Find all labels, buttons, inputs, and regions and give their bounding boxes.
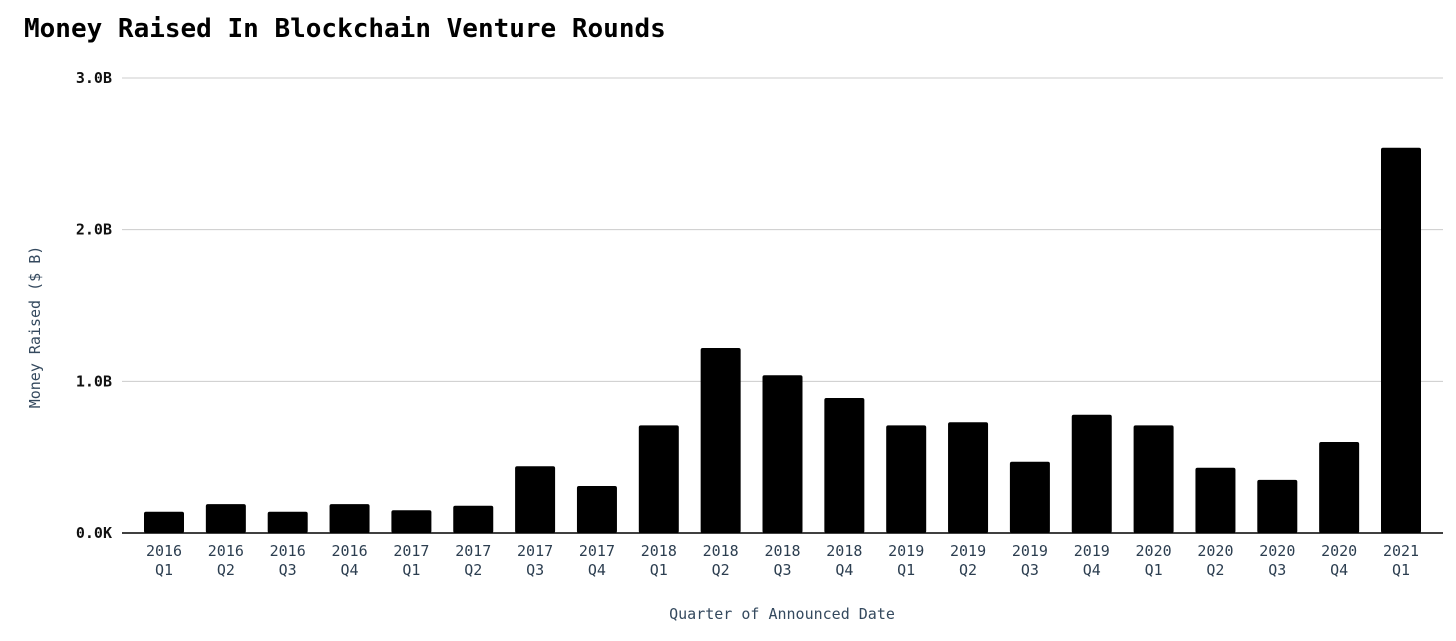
x-axis-label: Quarter of Announced Date bbox=[669, 605, 895, 623]
x-tick-quarter: Q1 bbox=[1392, 561, 1410, 579]
bar bbox=[329, 504, 370, 533]
bars bbox=[144, 147, 1421, 533]
x-tick-quarter: Q3 bbox=[1268, 561, 1286, 579]
x-tick-year: 2018 bbox=[826, 542, 862, 560]
x-tick-year: 2019 bbox=[1074, 542, 1110, 560]
x-tick-quarter: Q1 bbox=[155, 561, 173, 579]
x-tick-quarter: Q1 bbox=[897, 561, 915, 579]
bar bbox=[1195, 467, 1236, 533]
x-tick-quarter: Q2 bbox=[217, 561, 235, 579]
bar bbox=[391, 510, 432, 533]
x-tick-year: 2020 bbox=[1259, 542, 1295, 560]
x-tick-quarter: Q1 bbox=[402, 561, 420, 579]
x-tick-year: 2017 bbox=[455, 542, 491, 560]
y-tick-label: 2.0B bbox=[76, 221, 112, 239]
x-tick-year: 2019 bbox=[888, 542, 924, 560]
x-tick-year: 2020 bbox=[1136, 542, 1172, 560]
bar bbox=[144, 511, 184, 533]
bar bbox=[700, 347, 741, 533]
x-tick-year: 2020 bbox=[1197, 542, 1233, 560]
x-tick-quarter: Q3 bbox=[279, 561, 297, 579]
x-tick-year: 2017 bbox=[393, 542, 429, 560]
x-tick-year: 2021 bbox=[1383, 542, 1419, 560]
x-tick-quarter: Q4 bbox=[835, 561, 853, 579]
bar bbox=[1381, 147, 1421, 533]
bar bbox=[638, 425, 679, 533]
x-tick-quarter: Q2 bbox=[712, 561, 730, 579]
x-tick-quarter: Q4 bbox=[341, 561, 359, 579]
x-tick-year: 2020 bbox=[1321, 542, 1357, 560]
bar bbox=[1071, 414, 1112, 533]
x-tick-year: 2016 bbox=[270, 542, 306, 560]
x-tick-quarter: Q3 bbox=[526, 561, 544, 579]
bar bbox=[453, 505, 494, 533]
x-tick-quarter: Q3 bbox=[1021, 561, 1039, 579]
x-tick-year: 2016 bbox=[208, 542, 244, 560]
x-tick-quarter: Q2 bbox=[1206, 561, 1224, 579]
bar bbox=[1133, 425, 1174, 533]
bar bbox=[1319, 442, 1360, 533]
y-axis-label: Money Raised ($ B) bbox=[26, 246, 44, 409]
x-tick-year: 2016 bbox=[146, 542, 182, 560]
chart-title: Money Raised In Blockchain Venture Round… bbox=[24, 14, 666, 44]
x-tick-quarter: Q2 bbox=[959, 561, 977, 579]
x-tick-quarter: Q4 bbox=[588, 561, 606, 579]
x-tick-year: 2018 bbox=[641, 542, 677, 560]
bar bbox=[267, 511, 308, 533]
x-tick-quarter: Q4 bbox=[1083, 561, 1101, 579]
bar bbox=[576, 485, 617, 533]
bar bbox=[948, 422, 989, 533]
y-tick-label: 1.0B bbox=[76, 372, 112, 390]
bar bbox=[1009, 461, 1050, 533]
x-tick-quarter: Q1 bbox=[1145, 561, 1163, 579]
x-tick-year: 2019 bbox=[950, 542, 986, 560]
x-tick-year: 2018 bbox=[764, 542, 800, 560]
bar bbox=[1257, 479, 1298, 533]
y-tick-label: 0.0K bbox=[76, 524, 112, 542]
bar bbox=[824, 398, 865, 533]
x-tick-quarter: Q4 bbox=[1330, 561, 1348, 579]
bar bbox=[205, 504, 246, 533]
x-tick-year: 2017 bbox=[517, 542, 553, 560]
bar bbox=[886, 425, 927, 533]
x-tick-quarter: Q3 bbox=[773, 561, 791, 579]
x-axis-ticks: 2016Q12016Q22016Q32016Q42017Q12017Q22017… bbox=[146, 542, 1419, 579]
bar bbox=[515, 466, 556, 533]
x-tick-year: 2017 bbox=[579, 542, 615, 560]
x-tick-year: 2018 bbox=[703, 542, 739, 560]
bar bbox=[762, 375, 803, 533]
x-tick-quarter: Q2 bbox=[464, 561, 482, 579]
y-tick-label: 3.0B bbox=[76, 69, 112, 87]
x-tick-quarter: Q1 bbox=[650, 561, 668, 579]
y-axis-ticks: 0.0K 1.0B 2.0B 3.0B bbox=[76, 69, 112, 542]
x-tick-year: 2019 bbox=[1012, 542, 1048, 560]
x-tick-year: 2016 bbox=[331, 542, 367, 560]
